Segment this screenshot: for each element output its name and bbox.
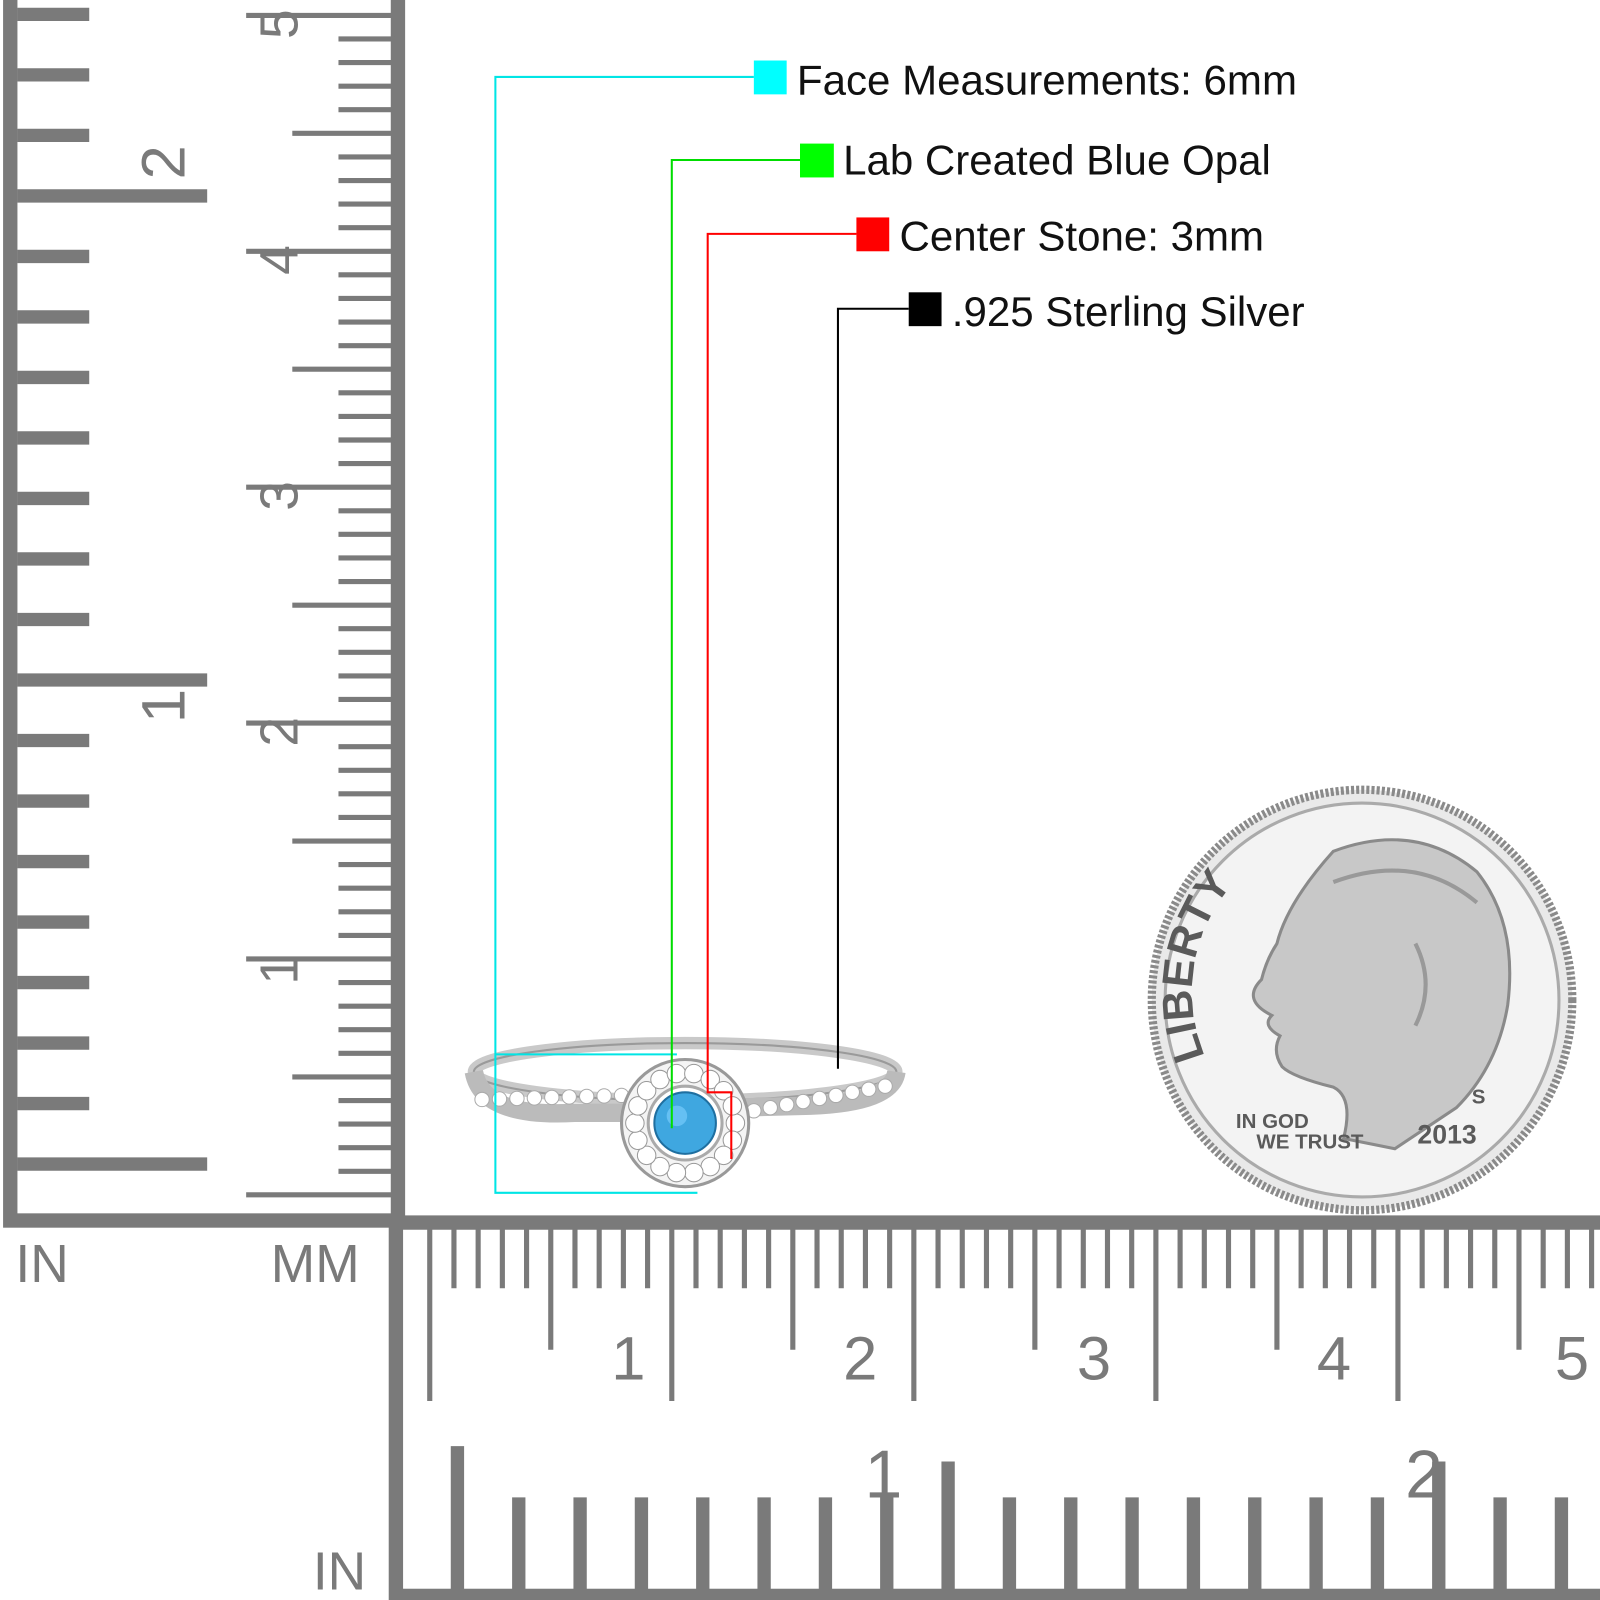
coin-motto-2: WE TRUST (1256, 1131, 1364, 1154)
pave-stone (762, 1100, 778, 1116)
ring-image (464, 1036, 906, 1189)
halo-stone (628, 1096, 648, 1116)
vertical-cm-number: 2 (250, 717, 309, 747)
horizontal-ruler: 1 2 3 4 5 1 2 IN (313, 1215, 1600, 1600)
halo-stone (636, 1145, 657, 1166)
pave-stone (509, 1090, 525, 1107)
halo-stone (722, 1130, 743, 1151)
horizontal-cm-number: 4 (1317, 1324, 1351, 1393)
legend-face-measurements: Face Measurements: 6mm (797, 56, 1297, 103)
halo-stone (700, 1069, 720, 1090)
roosevelt-profile (1251, 838, 1512, 1151)
pave-stone (778, 1096, 795, 1113)
coin-motto-1: IN GOD (1236, 1110, 1309, 1133)
pave-stone (526, 1090, 543, 1106)
legend-stone-type: Lab Created Blue Opal (843, 136, 1271, 183)
halo-stone (636, 1081, 657, 1101)
legend-leaders (494, 75, 909, 1194)
pave-stone (811, 1090, 828, 1107)
vertical-cm-number: 4 (250, 245, 309, 275)
vertical-inch-number: 2 (130, 145, 199, 179)
halo-stone (713, 1145, 734, 1166)
halo-stone (628, 1130, 648, 1151)
coin-mint-mark: S (1472, 1086, 1486, 1109)
pave-stone (544, 1089, 560, 1106)
horizontal-inch-number: 1 (865, 1437, 903, 1512)
halo-stone (713, 1081, 734, 1101)
halo-stone (722, 1096, 743, 1116)
vertical-cm-number: 1 (250, 955, 309, 985)
legend-swatch-cyan (753, 60, 787, 95)
vertical-ruler: 1 2 3 4 5 1 2 IN MM (3, 0, 406, 1294)
dime-coin: LIBERTY IN GOD WE TRUST 2013 S (1147, 785, 1577, 1215)
coin-year: 2013 (1417, 1120, 1476, 1150)
legend-metal: .925 Sterling Silver (952, 288, 1305, 335)
halo-stone (650, 1069, 670, 1090)
halo-stone (684, 1063, 704, 1084)
pave-stone (861, 1081, 877, 1097)
legend-swatch-black (908, 292, 942, 327)
horizontal-cm-number: 2 (843, 1324, 877, 1393)
pave-stone (596, 1088, 612, 1104)
horizontal-cm-number: 5 (1555, 1324, 1589, 1393)
halo-stone (650, 1156, 670, 1177)
legend-swatch-green (800, 143, 834, 178)
halo-stone (725, 1113, 746, 1133)
vertical-inch-number: 1 (130, 689, 199, 723)
pave-stone (795, 1093, 811, 1110)
halo-stone (684, 1162, 704, 1183)
pave-stone (561, 1089, 577, 1105)
legend-swatch-red (856, 217, 890, 252)
pave-stone (828, 1087, 844, 1104)
horizontal-inch-unit-label: IN (313, 1543, 366, 1600)
pave-stone (877, 1078, 893, 1094)
vertical-inch-unit-label: IN (15, 1235, 68, 1294)
vertical-mm-unit-label: MM (271, 1235, 360, 1294)
halo-stone (666, 1063, 687, 1084)
legend-center-stone: Center Stone: 3mm (899, 212, 1264, 259)
vertical-cm-number: 3 (250, 481, 309, 511)
halo-stone (625, 1113, 645, 1133)
halo-stone (700, 1156, 720, 1177)
blue-opal-stone (653, 1091, 717, 1155)
horizontal-inch-number: 2 (1405, 1437, 1443, 1512)
halo-stone (666, 1162, 687, 1183)
horizontal-cm-number: 1 (611, 1324, 645, 1393)
legend: Face Measurements: 6mm Lab Created Blue … (753, 56, 1305, 335)
vertical-cm-number: 5 (250, 9, 309, 39)
pave-stone (578, 1088, 595, 1105)
horizontal-cm-number: 3 (1077, 1324, 1111, 1393)
pave-stone (474, 1091, 490, 1108)
pave-stone (844, 1084, 860, 1100)
